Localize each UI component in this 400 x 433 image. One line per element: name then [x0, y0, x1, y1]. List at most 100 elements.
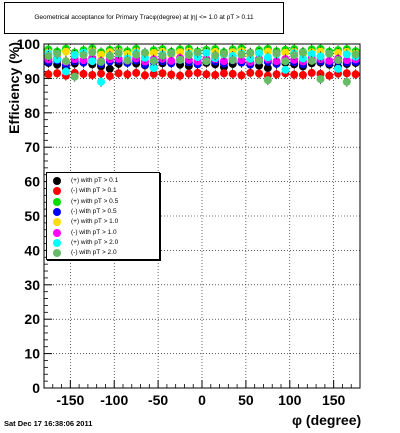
data-point-7	[307, 49, 316, 58]
data-point-8	[290, 51, 299, 60]
data-point-6	[219, 57, 228, 66]
data-point-2	[97, 69, 106, 78]
data-point-7	[61, 67, 70, 76]
x-tick-label: 100	[278, 392, 302, 408]
data-point-2	[298, 70, 307, 79]
data-point-7	[70, 51, 79, 60]
timestamp: Sat Dec 17 16:38:06 2011	[4, 419, 93, 428]
data-point-2	[184, 69, 193, 78]
legend-marker	[53, 207, 61, 216]
data-point-8	[307, 56, 316, 65]
data-point-8	[176, 55, 185, 64]
data-point-8	[342, 77, 351, 86]
data-point-5	[149, 48, 158, 57]
data-point-2	[325, 71, 334, 80]
legend: (+) with pT > 0.1 (-) with pT > 0.1 (+) wi…	[46, 172, 160, 260]
data-point-2	[44, 70, 53, 79]
data-point-5	[176, 48, 185, 57]
x-tick-label: 150	[322, 392, 346, 408]
data-point-8	[193, 48, 202, 57]
data-point-2	[79, 69, 88, 78]
data-point-8	[132, 50, 141, 59]
data-point-8	[44, 52, 53, 61]
data-point-7	[316, 52, 325, 61]
data-point-5	[334, 48, 343, 57]
y-tick-label: 0	[32, 380, 40, 396]
data-point-2	[219, 69, 228, 78]
data-point-8	[255, 56, 264, 65]
data-point-2	[255, 69, 264, 78]
data-point-8	[281, 57, 290, 66]
legend-entry: (+) with pT > 2.0	[47, 238, 159, 248]
legend-marker	[53, 218, 61, 227]
data-point-2	[272, 70, 281, 79]
data-point-2	[140, 71, 149, 80]
y-tick-label: 20	[24, 311, 40, 327]
data-point-8	[149, 56, 158, 65]
data-point-8	[219, 49, 228, 58]
data-point-7	[202, 48, 211, 57]
data-point-2	[114, 69, 123, 78]
y-tick-label: 10	[24, 346, 40, 362]
data-point-2	[211, 70, 220, 79]
data-point-6	[342, 56, 351, 65]
data-point-8	[211, 51, 220, 60]
data-point-2	[237, 71, 246, 80]
legend-label: (-) with pT > 0.5	[71, 207, 117, 215]
legend-marker	[53, 177, 61, 185]
data-point-2	[290, 70, 299, 79]
y-tick-label: 90	[24, 70, 40, 86]
legend-marker	[53, 238, 61, 247]
data-point-5	[61, 47, 70, 56]
data-point-2	[158, 69, 167, 78]
data-point-2	[123, 70, 132, 79]
data-point-7	[246, 54, 255, 63]
axis-ticks: 0 10 20 30 40 50 60 70 80 90 100 -150 -100 -50 0 50 100 1…	[17, 36, 352, 408]
data-point-8	[316, 75, 325, 84]
legend-entry: (-) with pT > 0.5	[47, 207, 159, 217]
data-point-7	[342, 50, 351, 59]
data-point-8	[202, 57, 211, 66]
data-point-2	[105, 71, 114, 80]
x-tick-label: -150	[56, 392, 84, 408]
data-point-8	[184, 51, 193, 60]
data-point-7	[149, 64, 158, 73]
data-point-2	[246, 68, 255, 77]
data-point-2	[351, 70, 360, 79]
data-point-8	[298, 48, 307, 57]
legend-entry: (-) with pT > 1.0	[47, 228, 159, 238]
legend-label: (+) with pT > 2.0	[71, 238, 119, 246]
legend-entry: (+) with pT > 0.1	[47, 176, 159, 186]
data-point-8	[263, 76, 272, 85]
data-point-7	[88, 57, 97, 66]
legend-marker	[53, 228, 61, 237]
data-point-7	[53, 55, 62, 64]
data-point-2	[88, 70, 97, 79]
data-point-8	[246, 48, 255, 57]
data-point-2	[202, 70, 211, 79]
data-point-8	[79, 51, 88, 60]
data-point-2	[342, 69, 351, 78]
y-tick-label: 50	[24, 208, 40, 224]
data-point-2	[132, 68, 141, 77]
y-axis-label: Efficiency (%)	[6, 42, 22, 134]
chart-title: Geometrical acceptance for Primary Tracφ…	[4, 2, 284, 34]
x-axis-label: φ (degree)	[292, 412, 362, 428]
x-tick-label: 0	[198, 392, 206, 408]
data-point-7	[97, 77, 106, 86]
legend-entry: (+) with pT > 0.5	[47, 197, 159, 207]
legend-label: (-) with pT > 0.1	[71, 187, 117, 195]
data-point-8	[351, 50, 360, 59]
y-tick-label: 70	[24, 139, 40, 155]
y-tick-label: 40	[24, 242, 40, 258]
data-point-8	[272, 49, 281, 58]
data-point-2	[53, 69, 62, 78]
data-point-8	[88, 48, 97, 57]
data-point-6	[237, 56, 246, 65]
data-point-8	[140, 48, 149, 57]
data-points	[44, 43, 360, 87]
legend-entry: (-) with pT > 2.0	[47, 248, 159, 258]
data-point-7	[298, 54, 307, 63]
data-point-8	[325, 49, 334, 58]
data-point-7	[281, 65, 290, 74]
